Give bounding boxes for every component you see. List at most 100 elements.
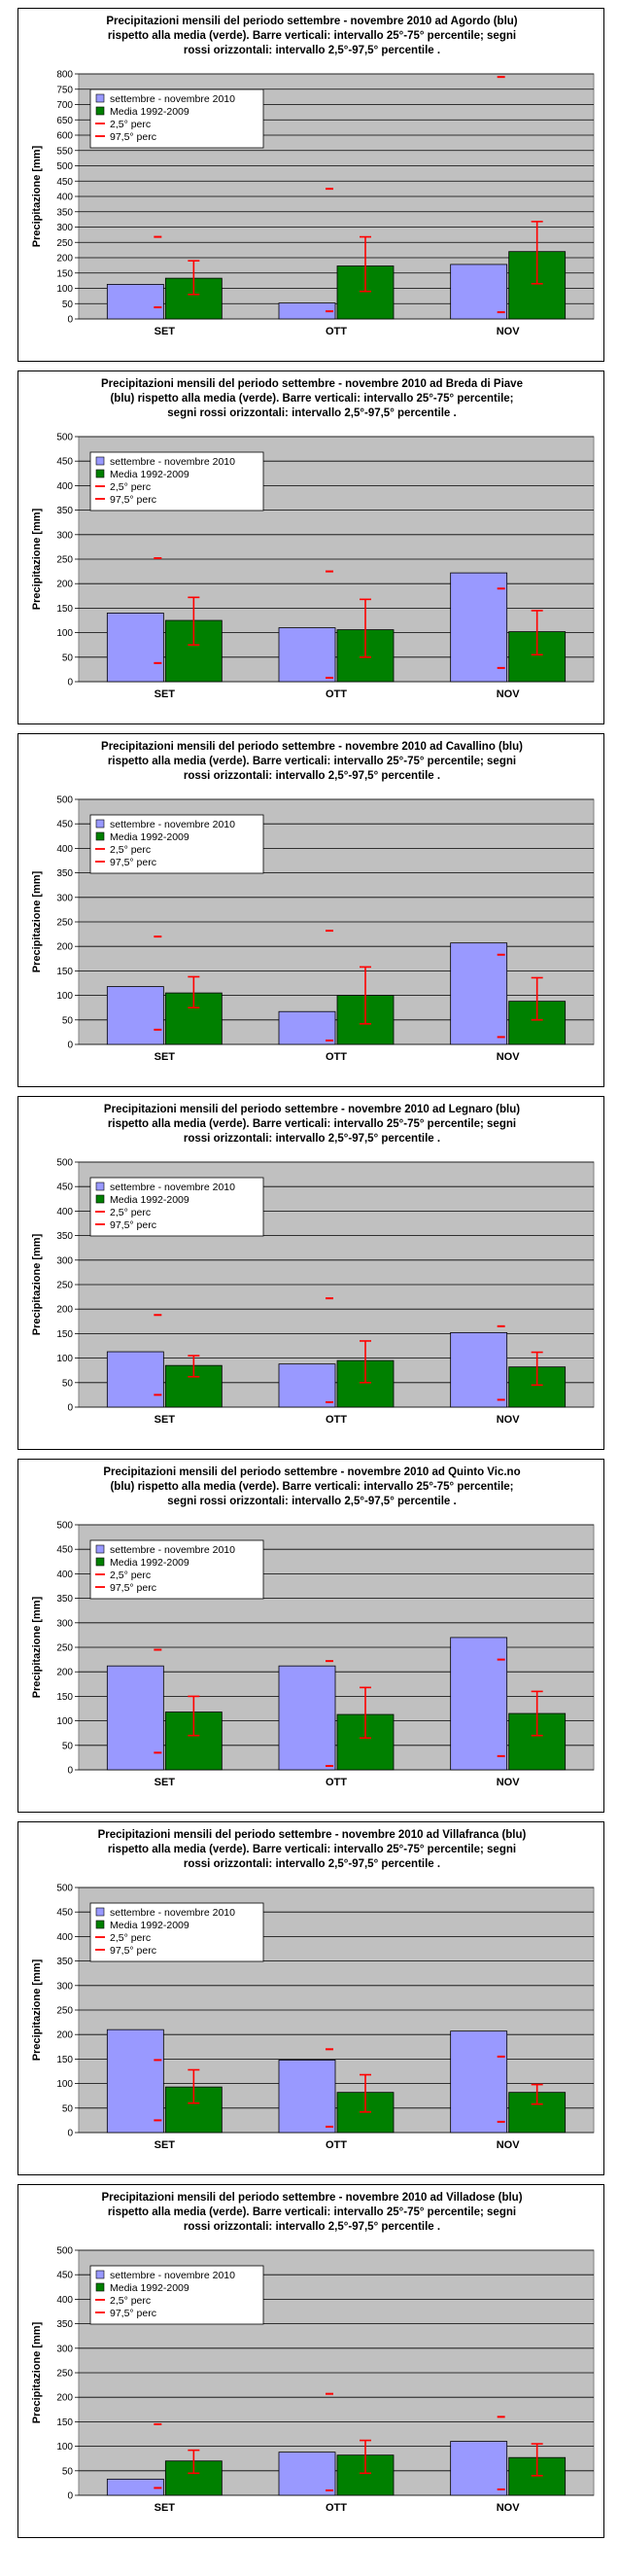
y-tick-label: 100 bbox=[56, 2079, 73, 2090]
chart-title-line: (blu) rispetto alla media (verde). Barre… bbox=[110, 1481, 513, 1493]
y-tick-label: 150 bbox=[56, 604, 73, 615]
bar-2010 bbox=[106, 1665, 164, 1771]
bar-2010 bbox=[106, 2029, 164, 2134]
legend-label: 2,5° perc bbox=[110, 119, 151, 130]
y-tick-label: 0 bbox=[67, 2491, 73, 2502]
bar-media bbox=[336, 1359, 395, 1408]
y-axis-label: Precipitazione [mm] bbox=[31, 508, 43, 610]
y-tick-label: 200 bbox=[56, 254, 73, 265]
y-tick-label: 500 bbox=[56, 1521, 73, 1532]
y-tick-label: 0 bbox=[67, 1041, 73, 1051]
y-tick-label: 350 bbox=[56, 207, 73, 218]
chart-title-line: rispetto alla media (verde). Barre verti… bbox=[108, 30, 516, 42]
y-tick-label: 400 bbox=[56, 2295, 73, 2306]
chart-title-line: Precipitazioni mensili del periodo sette… bbox=[106, 16, 517, 27]
legend-swatch-2010 bbox=[95, 93, 105, 103]
y-tick-label: 350 bbox=[56, 506, 73, 516]
chart-panel: Precipitazioni mensili del periodo sette… bbox=[17, 1096, 604, 1450]
legend-label: 97,5° perc bbox=[110, 1582, 156, 1594]
legend-label: 2,5° perc bbox=[110, 1932, 151, 1944]
y-tick-label: 500 bbox=[56, 1884, 73, 1894]
chart-title-line: rispetto alla media (verde). Barre verti… bbox=[108, 1844, 516, 1855]
y-tick-label: 250 bbox=[56, 555, 73, 566]
x-category-label: OTT bbox=[326, 688, 347, 700]
y-tick-label: 300 bbox=[56, 1618, 73, 1629]
chart-title-line: segni rossi orizzontali: intervallo 2,5°… bbox=[167, 407, 456, 419]
bar-2010 bbox=[278, 1363, 336, 1408]
y-tick-label: 800 bbox=[56, 70, 73, 81]
legend-label: Media 1992-2009 bbox=[110, 1194, 189, 1206]
bar-2010 bbox=[450, 2030, 508, 2134]
y-tick-label: 300 bbox=[56, 893, 73, 903]
legend-label: 97,5° perc bbox=[110, 857, 156, 868]
y-tick-label: 150 bbox=[56, 268, 73, 279]
x-category-label: OTT bbox=[326, 1777, 347, 1788]
y-tick-label: 150 bbox=[56, 967, 73, 977]
y-tick-label: 150 bbox=[56, 2417, 73, 2428]
chart-svg: Precipitazioni mensili del periodo sette… bbox=[31, 2192, 595, 2514]
y-tick-label: 600 bbox=[56, 131, 73, 142]
y-axis-label: Precipitazione [mm] bbox=[31, 145, 43, 247]
y-tick-label: 450 bbox=[56, 2271, 73, 2281]
legend-swatch-2010 bbox=[95, 1544, 105, 1554]
y-tick-label: 750 bbox=[56, 85, 73, 95]
y-tick-label: 100 bbox=[56, 1716, 73, 1727]
bar-2010 bbox=[278, 302, 336, 320]
legend-label: settembre - novembre 2010 bbox=[110, 1544, 235, 1556]
chart-panel: Precipitazioni mensili del periodo sette… bbox=[17, 733, 604, 1087]
legend-swatch-media bbox=[95, 1920, 105, 1929]
legend-swatch-media bbox=[95, 831, 105, 841]
y-tick-label: 250 bbox=[56, 1281, 73, 1291]
chart-title-line: rispetto alla media (verde). Barre verti… bbox=[108, 1118, 516, 1130]
y-tick-label: 150 bbox=[56, 2055, 73, 2065]
chart-panel: Precipitazioni mensili del periodo sette… bbox=[17, 1821, 604, 2175]
bar-2010 bbox=[278, 2060, 336, 2134]
chart-title-line: Precipitazioni mensili del periodo sette… bbox=[103, 1466, 520, 1478]
legend-label: 97,5° perc bbox=[110, 1219, 156, 1231]
legend-label: Media 1992-2009 bbox=[110, 106, 189, 118]
legend-label: 2,5° perc bbox=[110, 2295, 151, 2307]
y-tick-label: 350 bbox=[56, 868, 73, 879]
legend-label: Media 1992-2009 bbox=[110, 1920, 189, 1931]
chart-title-line: Precipitazioni mensili del periodo sette… bbox=[104, 1104, 520, 1115]
y-tick-label: 450 bbox=[56, 1182, 73, 1193]
bar-media bbox=[508, 1712, 567, 1771]
chart-panel: Precipitazioni mensili del periodo sette… bbox=[17, 8, 604, 362]
bar-2010 bbox=[106, 284, 164, 320]
chart-panel: Precipitazioni mensili del periodo sette… bbox=[17, 1459, 604, 1813]
legend-swatch-2010 bbox=[95, 1182, 105, 1191]
x-category-label: OTT bbox=[326, 1051, 347, 1063]
legend-swatch-media bbox=[95, 1194, 105, 1204]
legend-label: 2,5° perc bbox=[110, 1207, 151, 1218]
chart-svg: Precipitazioni mensili del periodo sette… bbox=[31, 378, 595, 700]
y-tick-label: 200 bbox=[56, 580, 73, 590]
y-tick-label: 200 bbox=[56, 1305, 73, 1316]
chart-svg: Precipitazioni mensili del periodo sette… bbox=[31, 1104, 595, 1426]
y-tick-label: 500 bbox=[56, 2246, 73, 2257]
y-tick-label: 500 bbox=[56, 795, 73, 806]
y-tick-label: 400 bbox=[56, 1932, 73, 1943]
y-tick-label: 300 bbox=[56, 223, 73, 233]
y-tick-label: 100 bbox=[56, 991, 73, 1002]
legend-box bbox=[89, 1902, 264, 1962]
chart-svg: Precipitazioni mensili del periodo sette… bbox=[31, 16, 595, 337]
legend-label: Media 1992-2009 bbox=[110, 1557, 189, 1569]
y-tick-label: 350 bbox=[56, 2319, 73, 2330]
legend-label: 97,5° perc bbox=[110, 2308, 156, 2319]
x-category-label: NOV bbox=[497, 2139, 521, 2151]
y-tick-label: 100 bbox=[56, 628, 73, 639]
legend-label: 97,5° perc bbox=[110, 131, 156, 143]
legend-swatch-2010 bbox=[95, 1907, 105, 1917]
y-tick-label: 450 bbox=[56, 1908, 73, 1919]
chart-title-line: Precipitazioni mensili del periodo sette… bbox=[101, 2192, 522, 2204]
bar-2010 bbox=[106, 613, 164, 683]
legend-label: settembre - novembre 2010 bbox=[110, 2270, 235, 2281]
legend-swatch-media bbox=[95, 2282, 105, 2292]
x-category-label: SET bbox=[155, 2139, 176, 2151]
x-category-label: NOV bbox=[497, 688, 521, 700]
x-category-label: SET bbox=[155, 1777, 176, 1788]
chart-title-line: rossi orizzontali: intervallo 2,5°-97,5°… bbox=[184, 1858, 440, 1870]
chart-title-line: rispetto alla media (verde). Barre verti… bbox=[108, 756, 516, 767]
y-tick-label: 250 bbox=[56, 2369, 73, 2380]
legend-box bbox=[89, 1539, 264, 1600]
